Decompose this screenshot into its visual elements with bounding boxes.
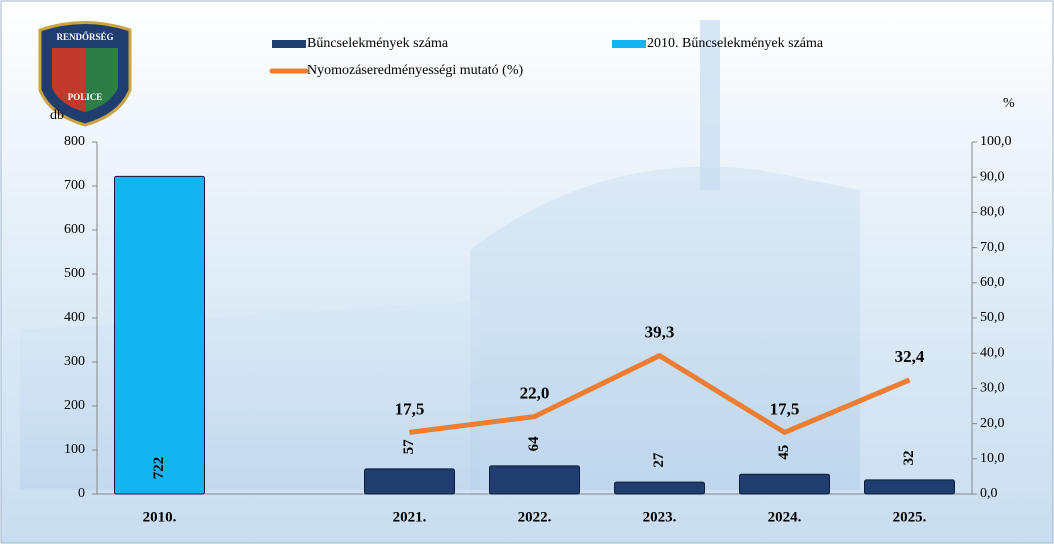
y2-tick-label: 40,0 xyxy=(980,345,1005,360)
tower-backdrop xyxy=(700,20,720,190)
legend-swatch xyxy=(272,40,306,48)
y2-tick-label: 70,0 xyxy=(980,240,1005,255)
line-value-label: 39,3 xyxy=(645,323,675,342)
y-tick-label: 500 xyxy=(64,266,85,281)
bar-value-label: 27 xyxy=(651,452,667,468)
legend-swatch xyxy=(612,40,646,48)
line-value-label: 17,5 xyxy=(770,399,800,418)
y-tick-label: 800 xyxy=(64,134,85,149)
legend-label: Nyomozáseredményességi mutató (%) xyxy=(307,63,523,78)
bar-value-label: 32 xyxy=(901,450,917,465)
x-tick-label: 2021. xyxy=(393,509,427,525)
y2-tick-label: 20,0 xyxy=(980,416,1005,431)
y-tick-label: 700 xyxy=(64,178,85,193)
logo: RENDŐRSÉG POLICE xyxy=(38,21,132,127)
line-value-label: 17,5 xyxy=(395,399,425,418)
logo-text: RENDŐRSÉG xyxy=(56,32,113,42)
x-tick-label: 2024. xyxy=(768,509,802,525)
bar xyxy=(489,465,580,495)
y2-tick-label: 80,0 xyxy=(980,205,1005,220)
y2-tick-label: 0,0 xyxy=(980,486,998,501)
line xyxy=(409,353,911,435)
bar xyxy=(739,473,830,495)
bar xyxy=(864,479,955,495)
bar-value-label: 45 xyxy=(776,445,792,460)
bar-value-label: 64 xyxy=(526,436,542,452)
y-tick-label: 600 xyxy=(64,222,85,237)
y-tick-label: 0 xyxy=(78,486,85,501)
bar xyxy=(614,481,705,495)
bar-value-label: 722 xyxy=(151,457,167,480)
x-tick-label: 2010. xyxy=(143,509,177,525)
logo-text: POLICE xyxy=(68,92,103,102)
y2-axis-label: % xyxy=(1003,96,1015,111)
line-value-label: 22,0 xyxy=(520,383,550,402)
y-tick-label: 200 xyxy=(64,398,85,413)
legend-label: Bűncselekmények száma xyxy=(307,36,449,51)
line-value-label: 32,4 xyxy=(895,347,925,366)
y2-tick-label: 30,0 xyxy=(980,381,1005,396)
legend-label: 2010. Bűncselekmények száma xyxy=(647,36,824,51)
y-axis-label: db xyxy=(50,108,64,123)
y-tick-label: 400 xyxy=(64,310,85,325)
y-tick-label: 100 xyxy=(64,442,85,457)
y2-tick-label: 60,0 xyxy=(980,275,1005,290)
x-tick-label: 2025. xyxy=(893,509,927,525)
y-tick-label: 300 xyxy=(64,354,85,369)
x-tick-label: 2022. xyxy=(518,509,552,525)
building-backdrop xyxy=(470,166,860,490)
x-tick-label: 2023. xyxy=(643,509,677,525)
bar xyxy=(364,468,455,495)
y2-tick-label: 90,0 xyxy=(980,169,1005,184)
logo-field xyxy=(52,48,85,112)
bar-value-label: 57 xyxy=(401,439,417,455)
building-backdrop xyxy=(20,300,480,490)
y2-tick-label: 50,0 xyxy=(980,310,1005,325)
bar xyxy=(114,175,205,495)
y2-tick-label: 100,0 xyxy=(980,134,1012,149)
y2-tick-label: 10,0 xyxy=(980,451,1005,466)
